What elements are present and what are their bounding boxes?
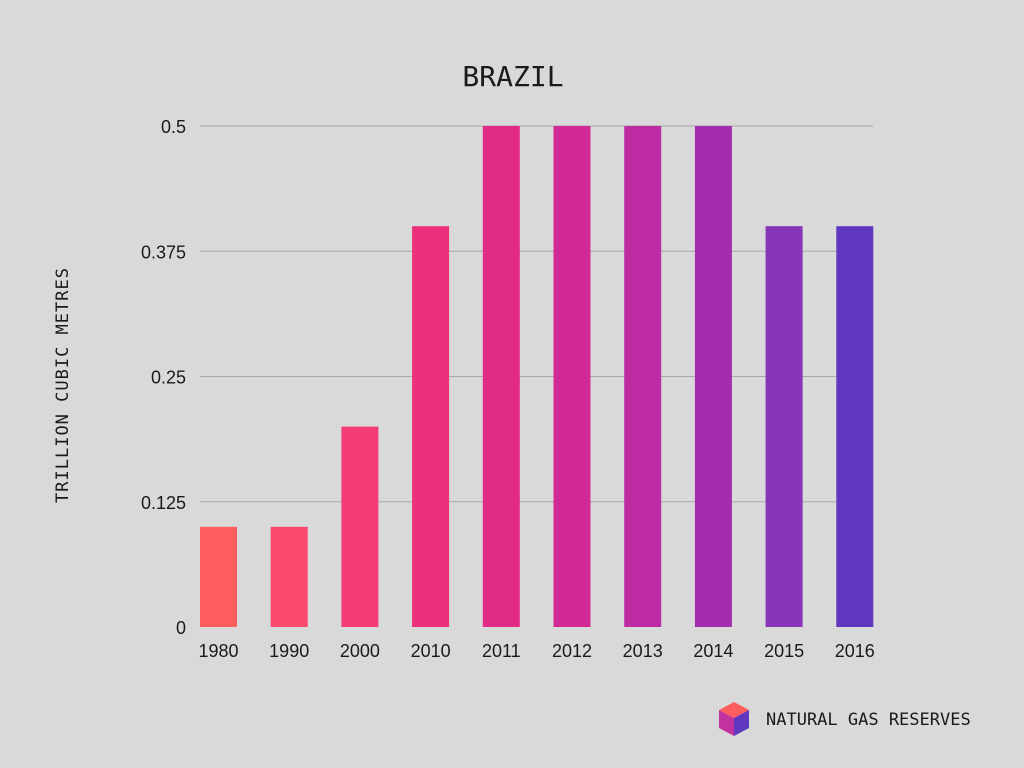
cube-right-face xyxy=(734,710,749,736)
x-tick-label: 2013 xyxy=(623,641,663,661)
bars xyxy=(200,126,874,627)
y-axis-label: TRILLION CUBIC METRES xyxy=(53,267,73,503)
x-tick-label: 2015 xyxy=(764,641,804,661)
x-tick-label: 1980 xyxy=(198,641,238,661)
bar-2014 xyxy=(694,126,732,627)
bar-1980 xyxy=(200,526,237,627)
y-tick-label: 0.5 xyxy=(161,117,186,137)
bar-2015 xyxy=(765,226,803,627)
x-tick-label: 2010 xyxy=(411,641,451,661)
y-tick-label: 0 xyxy=(176,618,186,638)
y-tick-label: 0.25 xyxy=(151,368,186,388)
bar-2011 xyxy=(482,126,520,627)
x-tick-label: 2000 xyxy=(340,641,380,661)
y-tick-label: 0.375 xyxy=(141,242,186,262)
grid-lines xyxy=(200,125,873,503)
brand-logo: NATURAL GAS RESERVES xyxy=(719,702,971,736)
bar-1990 xyxy=(270,526,308,627)
x-tick-label: 2012 xyxy=(552,641,592,661)
brand-label: NATURAL GAS RESERVES xyxy=(766,710,971,730)
cube-left-face xyxy=(719,710,734,736)
x-tick-label: 1990 xyxy=(269,641,309,661)
chart-title: BRAZIL xyxy=(462,60,563,93)
bar-2016 xyxy=(836,226,874,627)
x-tick-label: 2014 xyxy=(693,641,733,661)
bar-2010 xyxy=(412,226,450,627)
x-tick-label: 2011 xyxy=(482,641,521,661)
bar-2000 xyxy=(341,426,379,627)
bar-2013 xyxy=(624,126,662,627)
y-axis-ticks: 0 0.125 0.25 0.375 0.5 xyxy=(141,117,186,638)
x-tick-label: 2016 xyxy=(835,641,875,661)
x-axis-ticks: 1980 1990 2000 2010 2011 2012 2013 2014 2015 2016 xyxy=(198,641,874,661)
bar-2012 xyxy=(553,126,591,627)
cube-icon xyxy=(719,702,749,736)
y-tick-label: 0.125 xyxy=(141,493,186,513)
